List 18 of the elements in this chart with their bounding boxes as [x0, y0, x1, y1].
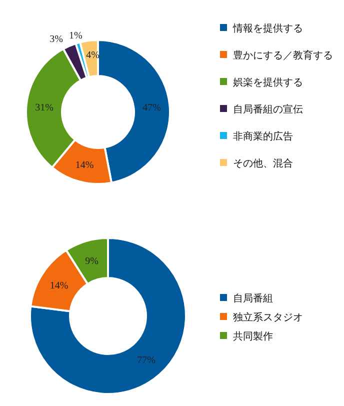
legend-label: 独立系スタジオ [233, 312, 303, 324]
data-label: 14% [50, 280, 68, 292]
data-label: 77% [137, 355, 156, 366]
data-label: 1% [69, 30, 82, 42]
data-label: 3% [50, 34, 63, 46]
legend-label: 自局番組 [233, 292, 273, 304]
data-label: 31% [35, 102, 54, 114]
legend-label: 自局番組の宣伝 [233, 104, 303, 116]
data-label: 14% [75, 160, 94, 171]
legend-label: 共同製作 [233, 330, 273, 342]
data-label: 47% [142, 102, 161, 114]
donut-slice [29, 237, 187, 395]
legend-label: 豊かにする／教育する [233, 50, 333, 62]
data-label: 9% [85, 256, 98, 267]
legend-label: 非商業的広告 [233, 130, 293, 142]
legend-label: 情報を提供する [232, 22, 303, 34]
legend-label: その他、混合 [233, 158, 293, 170]
legend-label: 娯楽を提供する [233, 76, 303, 88]
